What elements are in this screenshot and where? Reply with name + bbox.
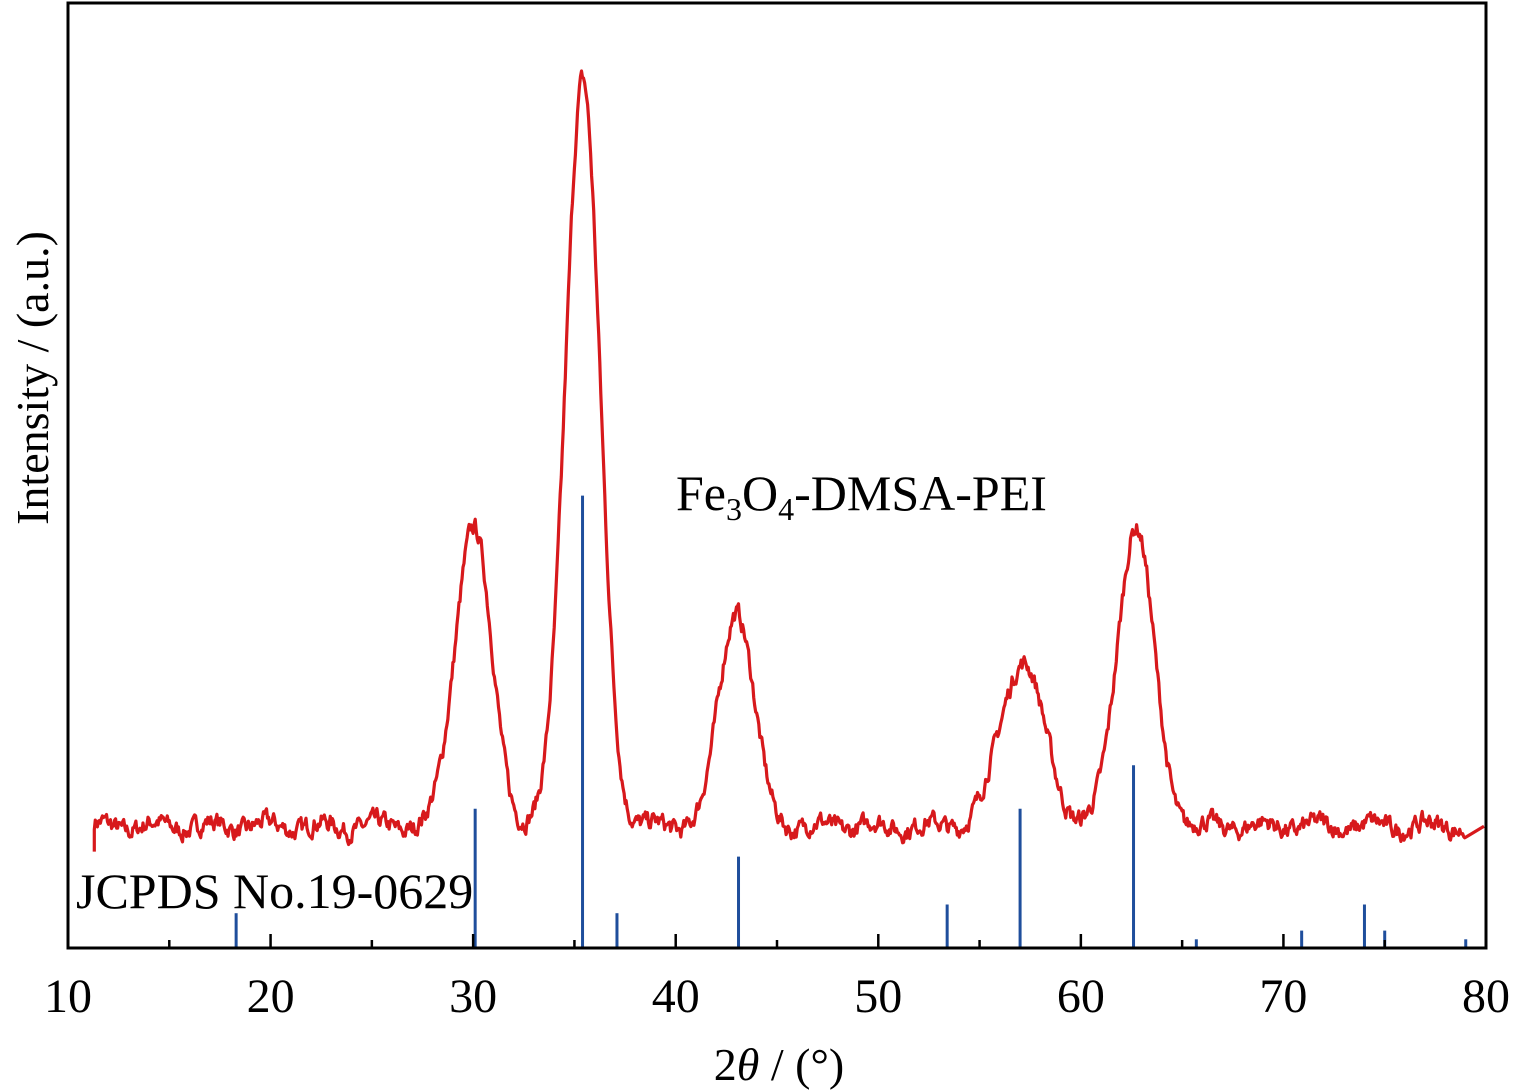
x-axis-tick-labels: 10 20 30 40 50 60 70 80 [44,970,1510,1023]
sample-label: Fe3O4-DMSA-PEI [676,465,1047,527]
x-tick-label: 10 [44,970,92,1023]
x-axis-ticks [66,934,1488,948]
x-tick-label: 50 [854,970,902,1023]
x-tick-label: 40 [652,970,700,1023]
x-tick-label: 70 [1259,970,1307,1023]
x-tick-label: 60 [1057,970,1105,1023]
x-tick-label: 30 [449,970,497,1023]
x-tick-label: 80 [1462,970,1510,1023]
x-tick-label: 20 [247,970,295,1023]
y-axis-title: Intensity / (a.u.) [7,231,58,525]
xrd-pattern-line [92,69,1485,852]
reference-card-label: JCPDS No.19-0629 [76,863,473,919]
x-axis-title: 2θ / (°) [714,1039,844,1090]
